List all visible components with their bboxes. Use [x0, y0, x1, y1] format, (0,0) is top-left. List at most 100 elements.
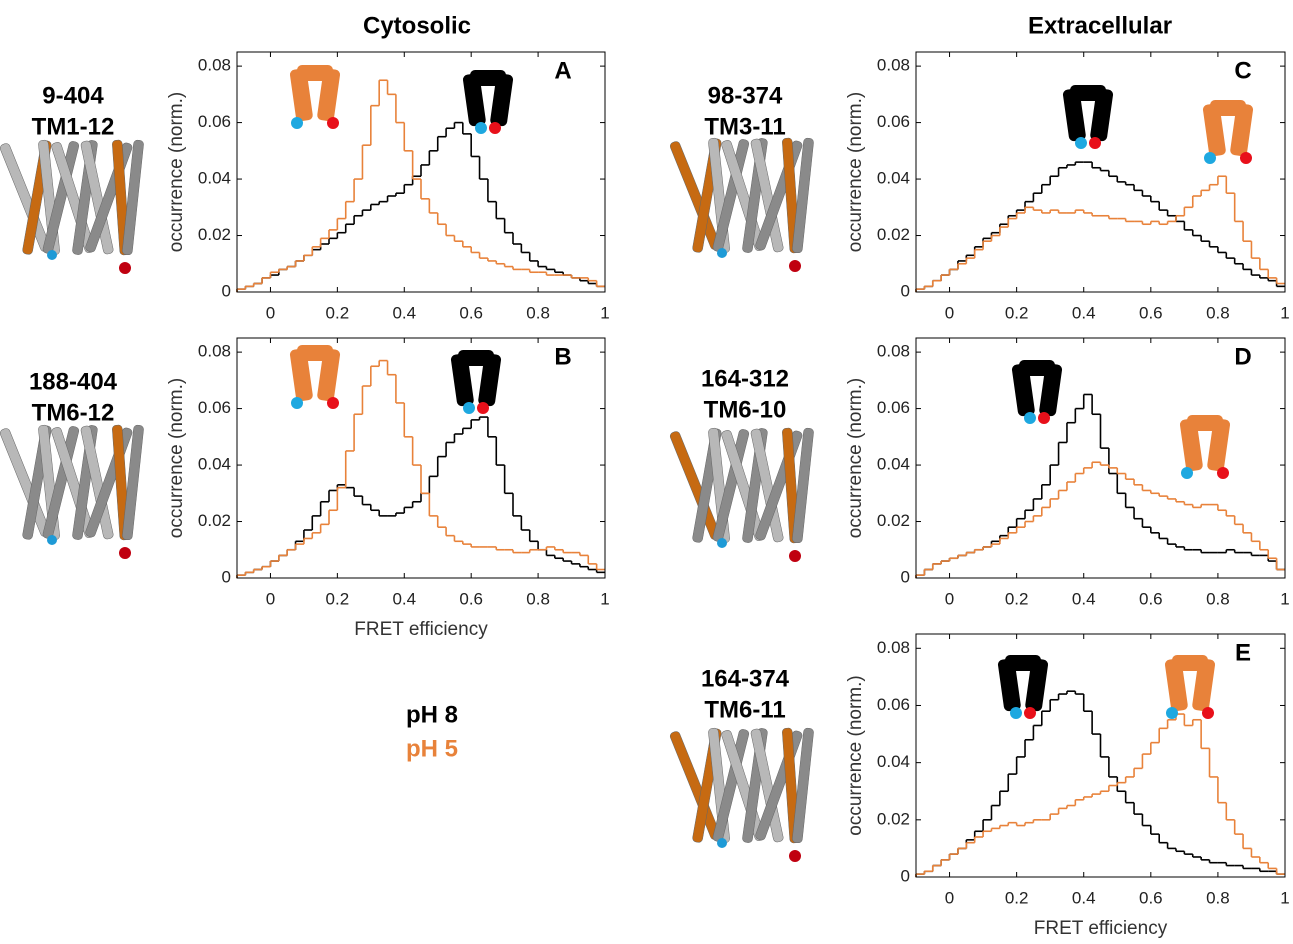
x-tick-label: 1	[600, 303, 609, 322]
y-tick-label: 0.08	[198, 342, 231, 361]
x-tick-label: 0.8	[1206, 888, 1230, 907]
helix	[122, 424, 144, 541]
column-title: Cytosolic	[363, 12, 471, 39]
y-tick-label: 0.02	[198, 225, 231, 244]
donor-dot	[1166, 707, 1178, 719]
x-tick-label: 0.2	[1005, 589, 1029, 608]
x-tick-label: 1	[1280, 888, 1289, 907]
protein-cartoon	[289, 65, 341, 129]
helix	[792, 137, 814, 254]
helix	[750, 138, 784, 253]
x-tick-label: 0.6	[459, 303, 483, 322]
construct-label: TM6-12	[32, 399, 115, 426]
y-tick-label: 0.04	[198, 455, 231, 474]
x-tick-label: 0.2	[326, 303, 350, 322]
helix	[42, 141, 80, 254]
cartoon-top	[1019, 360, 1055, 376]
donor-dot	[1075, 137, 1087, 149]
acceptor-dot	[1024, 707, 1036, 719]
y-tick-label: 0.02	[877, 809, 910, 828]
cartoon-arm	[317, 348, 341, 402]
helix	[712, 139, 750, 252]
x-tick-label: 0.4	[392, 589, 416, 608]
donor-dot	[1204, 152, 1216, 164]
construct-label: 98-374	[708, 82, 783, 109]
x-tick-label: 0.6	[1139, 589, 1163, 608]
cartoon-arm	[1164, 658, 1188, 712]
x-tick-label: 0	[266, 589, 275, 608]
helix	[792, 427, 814, 544]
donor-ball	[717, 838, 727, 848]
y-tick-label: 0.02	[877, 511, 910, 530]
donor-ball	[717, 538, 727, 548]
donor-dot	[475, 122, 487, 134]
construct-label: 164-312	[701, 365, 789, 392]
y-axis-label: occurrence (norm.)	[845, 92, 866, 253]
column-title: Extracellular	[1028, 12, 1172, 39]
y-tick-label: 0	[901, 866, 910, 885]
y-axis-label: occurrence (norm.)	[166, 378, 187, 539]
plot-area	[237, 338, 605, 578]
acceptor-ball	[789, 850, 801, 862]
cartoon-top	[1187, 415, 1223, 431]
acceptor-dot	[327, 117, 339, 129]
cartoon-top	[458, 350, 494, 366]
donor-dot	[1024, 412, 1036, 424]
helix	[712, 729, 750, 842]
construct-label: 9-404	[42, 82, 104, 109]
x-tick-label: 0	[945, 888, 954, 907]
legend-entry: pH 8	[406, 701, 458, 728]
acceptor-dot	[1217, 467, 1229, 479]
x-tick-label: 1	[1280, 303, 1289, 322]
x-tick-label: 0	[266, 303, 275, 322]
acceptor-ball	[119, 262, 131, 274]
acceptor-ball	[789, 260, 801, 272]
y-tick-label: 0.08	[877, 638, 910, 657]
construct-label: 188-404	[29, 368, 118, 395]
helix	[792, 727, 814, 844]
construct-label: TM6-11	[704, 696, 785, 723]
x-tick-label: 0.2	[326, 589, 350, 608]
acceptor-dot	[1089, 137, 1101, 149]
y-axis-label: occurrence (norm.)	[166, 92, 187, 253]
y-tick-label: 0.04	[877, 752, 910, 771]
donor-dot	[1181, 467, 1193, 479]
x-tick-label: 0.6	[1139, 303, 1163, 322]
y-tick-label: 0.06	[198, 112, 231, 131]
panel-letter: A	[554, 57, 571, 84]
acceptor-dot	[327, 397, 339, 409]
cartoon-arm	[997, 658, 1021, 712]
acceptor-dot	[1240, 152, 1252, 164]
donor-ball	[47, 535, 57, 545]
y-tick-label: 0.02	[877, 225, 910, 244]
cartoon-arm	[1202, 103, 1226, 157]
cartoon-arm	[1062, 88, 1086, 142]
construct-label: TM3-11	[704, 113, 785, 140]
helix-bundle	[0, 424, 144, 559]
cartoon-arm	[317, 68, 341, 122]
cartoon-arm	[1192, 658, 1216, 712]
protein-cartoon	[997, 655, 1049, 719]
x-tick-label: 0.6	[1139, 888, 1163, 907]
cartoon-top	[1210, 100, 1246, 116]
x-axis-label: FRET efficiency	[354, 619, 488, 640]
x-tick-label: 0.8	[1206, 303, 1230, 322]
cartoon-top	[470, 70, 506, 86]
protein-cartoon	[1202, 100, 1254, 164]
cartoon-top	[1070, 85, 1106, 101]
y-tick-label: 0.04	[877, 169, 910, 188]
x-tick-label: 0.8	[1206, 589, 1230, 608]
acceptor-dot	[1038, 412, 1050, 424]
cartoon-arm	[490, 73, 514, 127]
panel-letter: D	[1234, 343, 1251, 370]
helix-bundle	[669, 427, 814, 562]
y-tick-label: 0.08	[198, 56, 231, 75]
cartoon-top	[297, 345, 333, 361]
axes-box	[236, 51, 606, 293]
cartoon-arm	[1011, 363, 1035, 417]
acceptor-dot	[477, 402, 489, 414]
helix	[750, 728, 784, 843]
x-tick-label: 1	[1280, 589, 1289, 608]
x-tick-label: 0.4	[1072, 888, 1096, 907]
